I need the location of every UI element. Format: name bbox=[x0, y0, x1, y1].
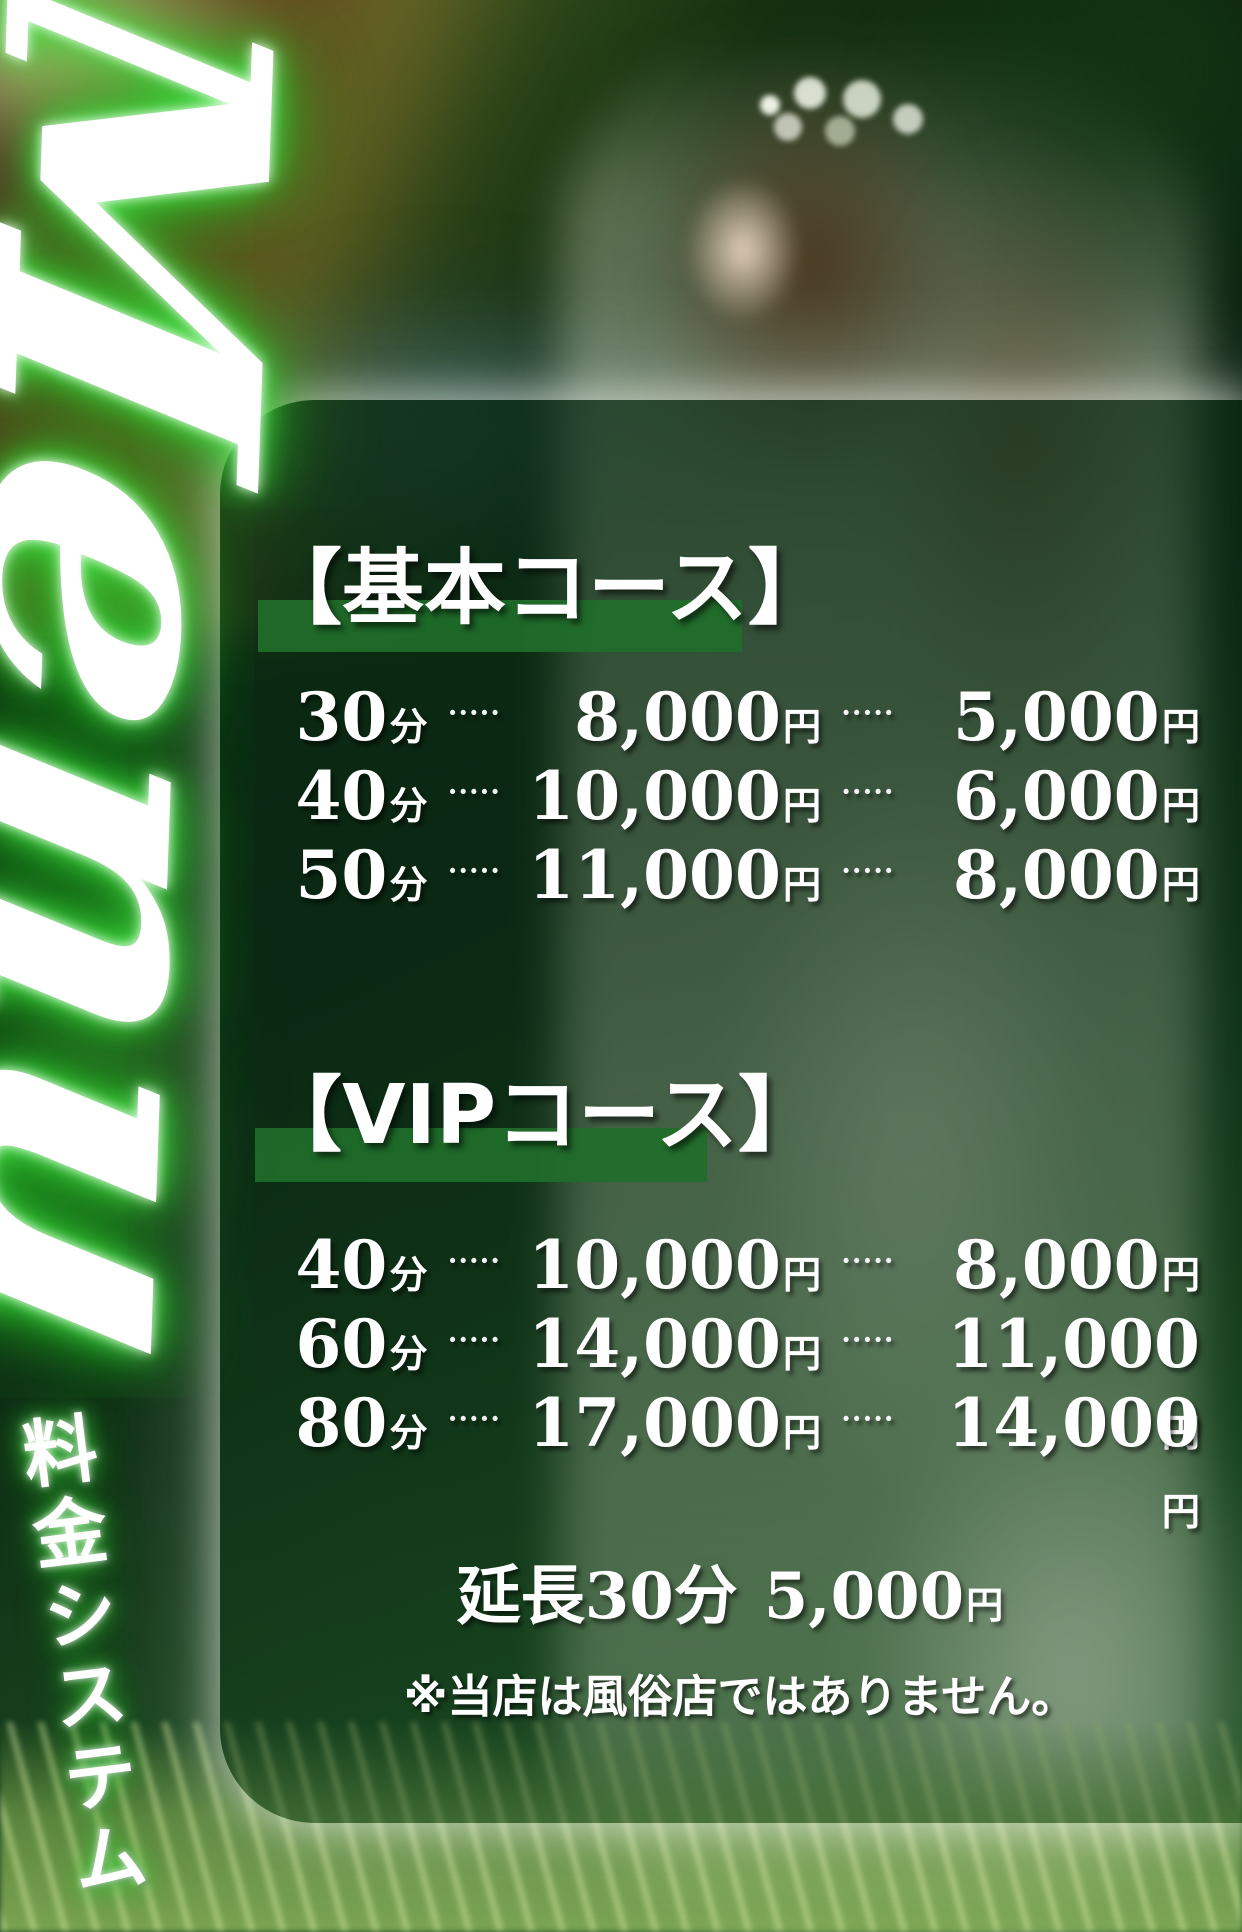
price-row: 40分 ····· 10,000円 ····· 8,000円 bbox=[280, 1226, 1200, 1305]
regular-price: 17,000円 bbox=[528, 1384, 822, 1462]
extension-minutes: 30 bbox=[584, 1559, 674, 1634]
dots-separator: ····· bbox=[447, 854, 501, 887]
regular-price: 11,000円 bbox=[528, 836, 822, 914]
vip-heading-bar bbox=[255, 1128, 707, 1182]
extension-price: 5,000 bbox=[763, 1559, 965, 1634]
dots-separator: ····· bbox=[841, 1402, 895, 1435]
dots-separator: ····· bbox=[447, 1323, 501, 1356]
extension-minutes-unit: 分 bbox=[673, 1560, 738, 1634]
regular-price: 14,000円 bbox=[528, 1305, 822, 1383]
disclaimer-note: ※当店は風俗店ではありません。 bbox=[403, 1670, 1077, 1723]
extension-price-unit: 円 bbox=[966, 1584, 1004, 1627]
discount-price: 5,000円 bbox=[953, 678, 1200, 756]
regular-price: 10,000円 bbox=[528, 1226, 822, 1304]
left-foliage bbox=[0, 840, 250, 1300]
basic-course-heading: 【基本コース】 bbox=[260, 541, 830, 636]
discount-price: 8,000円 bbox=[953, 836, 1200, 914]
vip-course-rows: 40分 ····· 10,000円 ····· 8,000円 60分 ·····… bbox=[280, 1226, 1200, 1535]
face-highlight bbox=[688, 180, 798, 320]
regular-price: 8,000円 bbox=[574, 678, 822, 756]
duration: 80分 bbox=[295, 1384, 428, 1462]
dots-separator: ····· bbox=[841, 1244, 895, 1277]
duration: 60分 bbox=[295, 1305, 428, 1383]
regular-price: 10,000円 bbox=[528, 757, 822, 835]
flower-crown bbox=[760, 95, 780, 115]
duration: 30分 bbox=[295, 678, 428, 756]
vip-course-heading: 【VIPコース】 bbox=[260, 1068, 820, 1163]
dots-separator: ····· bbox=[841, 1323, 895, 1356]
price-row: 30分 ····· 8,000円 ····· 5,000円 bbox=[280, 678, 1200, 757]
menu-script-title: Menu bbox=[0, 0, 351, 1406]
price-row: 40分 ····· 10,000円 ····· 6,000円 bbox=[280, 757, 1200, 836]
price-row: 80分 ····· 17,000円 ····· 14,000円 bbox=[280, 1384, 1200, 1535]
dots-separator: ····· bbox=[841, 696, 895, 729]
dots-separator: ····· bbox=[447, 1244, 501, 1277]
price-row: 60分 ····· 14,000円 ····· 11,000円 bbox=[280, 1305, 1200, 1456]
dots-separator: ····· bbox=[447, 775, 501, 808]
basic-course-rows: 30分 ····· 8,000円 ····· 5,000円 40分 ····· … bbox=[280, 678, 1200, 915]
extension-label: 延長 bbox=[456, 1560, 585, 1634]
discount-price: 6,000円 bbox=[953, 757, 1200, 835]
dots-separator: ····· bbox=[447, 1402, 501, 1435]
duration: 40分 bbox=[295, 1226, 428, 1304]
extension-price-line: 延長30分 5,000円 bbox=[290, 1559, 1170, 1634]
dots-separator: ····· bbox=[447, 696, 501, 729]
price-row: 50分 ····· 11,000円 ····· 8,000円 bbox=[280, 836, 1200, 915]
discount-price: 8,000円 bbox=[953, 1226, 1200, 1304]
basic-heading-bar bbox=[258, 600, 742, 652]
dots-separator: ····· bbox=[841, 775, 895, 808]
discount-price: 11,000円 bbox=[947, 1305, 1200, 1456]
duration: 50分 bbox=[295, 836, 428, 914]
discount-price: 14,000円 bbox=[947, 1384, 1200, 1535]
pricing-panel: 【基本コース】 30分 ····· 8,000円 ····· 5,000円 40… bbox=[220, 400, 1242, 1823]
duration: 40分 bbox=[295, 757, 428, 835]
dots-separator: ····· bbox=[841, 854, 895, 887]
